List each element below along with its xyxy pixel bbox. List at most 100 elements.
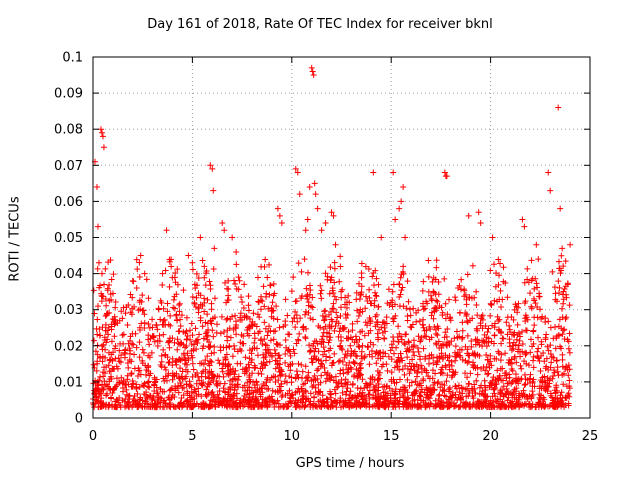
data-point — [141, 403, 148, 410]
data-point — [182, 330, 189, 337]
data-point — [166, 359, 173, 366]
data-point — [258, 293, 265, 300]
data-point — [327, 276, 334, 283]
data-point — [199, 403, 206, 410]
data-point — [232, 367, 239, 374]
data-point — [131, 303, 138, 310]
data-point — [555, 104, 562, 111]
data-point — [432, 403, 439, 410]
data-point — [533, 241, 540, 248]
data-point — [355, 372, 362, 379]
data-point — [97, 332, 104, 339]
data-point — [514, 309, 521, 316]
data-point — [326, 325, 333, 332]
data-point — [307, 315, 314, 322]
data-point — [241, 393, 248, 400]
data-point — [195, 290, 202, 297]
data-point — [551, 387, 558, 394]
data-point — [459, 334, 466, 341]
data-point — [398, 336, 405, 343]
data-point — [527, 290, 534, 297]
data-point — [547, 187, 554, 194]
data-point — [422, 355, 429, 362]
data-point — [277, 387, 284, 394]
data-point — [519, 341, 526, 348]
data-point — [183, 336, 190, 343]
data-point — [177, 365, 184, 372]
data-point — [291, 315, 298, 322]
data-point — [396, 330, 403, 337]
data-point — [336, 278, 343, 285]
data-point — [382, 350, 389, 357]
data-point — [558, 389, 565, 396]
data-point — [375, 303, 382, 310]
data-point — [532, 300, 539, 307]
data-point — [322, 378, 329, 385]
data-point — [292, 308, 299, 315]
data-point — [350, 373, 357, 380]
data-point — [272, 350, 279, 357]
data-point — [229, 234, 236, 241]
data-point — [396, 376, 403, 383]
data-point — [105, 331, 112, 338]
data-point — [535, 256, 542, 263]
data-point — [259, 365, 266, 372]
data-point — [98, 395, 105, 402]
data-point — [245, 307, 252, 314]
data-point — [210, 333, 217, 340]
data-point — [429, 367, 436, 374]
data-point — [342, 376, 349, 383]
data-point — [94, 331, 101, 338]
data-point — [210, 266, 217, 273]
data-point — [361, 332, 368, 339]
data-point — [129, 383, 136, 390]
data-point — [153, 322, 160, 329]
data-point — [562, 283, 569, 290]
data-point — [567, 241, 574, 248]
data-point — [357, 329, 364, 336]
data-point — [503, 385, 510, 392]
data-point — [183, 373, 190, 380]
data-point — [522, 381, 529, 388]
data-point — [337, 263, 344, 270]
data-point — [415, 404, 422, 411]
data-point — [219, 398, 226, 405]
data-point — [141, 380, 148, 387]
data-point — [442, 300, 449, 307]
data-point — [237, 403, 244, 410]
data-point — [349, 327, 356, 334]
data-point — [197, 314, 204, 321]
data-point — [160, 305, 167, 312]
data-point — [340, 326, 347, 333]
data-point — [145, 378, 152, 385]
data-point — [417, 356, 424, 363]
data-point — [259, 340, 266, 347]
data-point — [289, 391, 296, 398]
data-point — [392, 312, 399, 319]
data-point — [545, 347, 552, 354]
data-point — [184, 396, 191, 403]
data-point — [395, 354, 402, 361]
data-point — [141, 270, 148, 277]
data-point — [549, 268, 556, 275]
data-point — [438, 344, 445, 351]
data-point — [339, 286, 346, 293]
data-point — [400, 384, 407, 391]
data-point — [486, 364, 493, 371]
data-point — [408, 344, 415, 351]
data-point — [530, 364, 537, 371]
data-point — [326, 388, 333, 395]
data-point — [419, 287, 426, 294]
data-point — [271, 346, 278, 353]
data-point — [172, 279, 179, 286]
data-point — [244, 379, 251, 386]
data-point — [192, 388, 199, 395]
data-point — [462, 357, 469, 364]
data-point — [452, 369, 459, 376]
data-point — [151, 404, 158, 411]
data-point — [474, 398, 481, 405]
data-point — [94, 360, 101, 367]
data-point — [314, 367, 321, 374]
data-point — [231, 399, 238, 406]
data-point — [204, 311, 211, 318]
